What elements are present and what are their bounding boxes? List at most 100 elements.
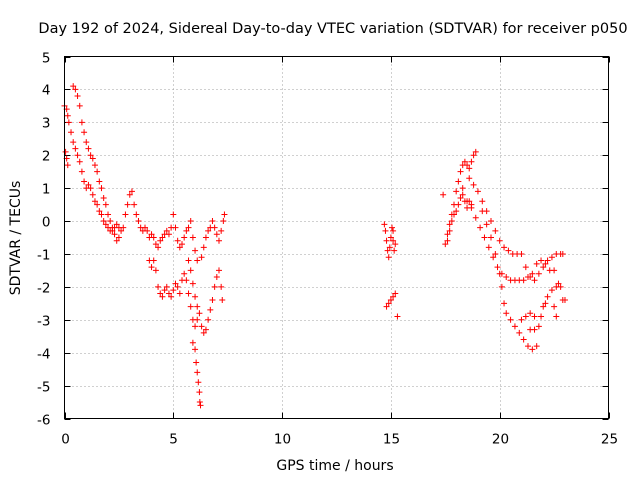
data-point bbox=[529, 346, 536, 353]
data-point bbox=[474, 188, 481, 195]
data-point bbox=[194, 303, 201, 310]
data-point bbox=[548, 254, 555, 261]
data-point bbox=[174, 283, 181, 290]
data-point bbox=[459, 191, 466, 198]
data-point bbox=[192, 293, 199, 300]
data-point bbox=[457, 195, 464, 202]
y-tick-label: -4 bbox=[37, 347, 50, 363]
data-point bbox=[131, 201, 138, 208]
data-point bbox=[176, 290, 183, 297]
data-point bbox=[89, 155, 96, 162]
data-point bbox=[185, 224, 192, 231]
data-point bbox=[472, 214, 479, 221]
data-point bbox=[181, 270, 188, 277]
data-point bbox=[120, 224, 127, 231]
data-point bbox=[87, 185, 94, 192]
data-point bbox=[381, 221, 388, 228]
plot-frame bbox=[64, 56, 609, 419]
y-tick-label: -1 bbox=[37, 248, 50, 264]
data-point bbox=[470, 181, 477, 188]
data-point bbox=[98, 185, 105, 192]
data-point bbox=[387, 234, 394, 241]
data-point bbox=[459, 185, 466, 192]
data-point bbox=[542, 300, 549, 307]
data-point bbox=[392, 290, 399, 297]
data-point bbox=[113, 237, 120, 244]
data-point bbox=[390, 293, 397, 300]
data-point bbox=[152, 241, 159, 248]
data-point bbox=[531, 326, 538, 333]
data-point bbox=[466, 175, 473, 182]
data-point bbox=[94, 168, 101, 175]
data-point bbox=[72, 86, 79, 93]
y-tick-label: 0 bbox=[42, 215, 51, 231]
data-point bbox=[78, 168, 85, 175]
data-point bbox=[470, 152, 477, 159]
data-point bbox=[192, 323, 199, 330]
y-tick-label: 5 bbox=[42, 51, 51, 67]
data-point bbox=[215, 237, 222, 244]
data-point bbox=[94, 201, 101, 208]
x-tick-label: 25 bbox=[601, 432, 618, 448]
data-point bbox=[163, 227, 170, 234]
data-point bbox=[457, 168, 464, 175]
data-point bbox=[133, 211, 140, 218]
data-point bbox=[70, 83, 77, 90]
data-point bbox=[444, 231, 451, 238]
data-point bbox=[220, 218, 227, 225]
data-point bbox=[176, 244, 183, 251]
data-point bbox=[187, 303, 194, 310]
data-point bbox=[209, 218, 216, 225]
chart-title: Day 192 of 2024, Sidereal Day-to-day VTE… bbox=[38, 21, 627, 37]
data-series bbox=[61, 102, 228, 264]
data-point bbox=[477, 224, 484, 231]
data-point bbox=[109, 224, 116, 231]
data-point bbox=[76, 102, 83, 109]
data-point bbox=[527, 310, 534, 317]
data-point bbox=[382, 227, 389, 234]
data-point bbox=[198, 254, 205, 261]
data-point bbox=[91, 198, 98, 205]
data-series bbox=[381, 221, 401, 320]
data-point bbox=[142, 224, 149, 231]
data-point bbox=[170, 287, 177, 294]
data-point bbox=[487, 234, 494, 241]
data-point bbox=[557, 283, 564, 290]
data-point bbox=[548, 287, 555, 294]
y-tick-label: 1 bbox=[42, 182, 51, 198]
data-point bbox=[189, 234, 196, 241]
data-series bbox=[459, 185, 558, 284]
data-point bbox=[464, 162, 471, 169]
data-point bbox=[529, 270, 536, 277]
data-point bbox=[384, 247, 391, 254]
data-point bbox=[496, 237, 503, 244]
data-point bbox=[172, 224, 179, 231]
y-tick-label: -3 bbox=[37, 314, 50, 330]
grid-lines bbox=[64, 56, 609, 419]
data-point bbox=[466, 165, 473, 172]
data-point bbox=[453, 208, 460, 215]
data-point bbox=[62, 148, 69, 155]
data-point bbox=[496, 270, 503, 277]
data-point bbox=[74, 152, 81, 159]
data-point bbox=[198, 323, 205, 330]
data-point bbox=[194, 257, 201, 264]
data-point bbox=[461, 158, 468, 165]
y-tick-label: 3 bbox=[42, 116, 51, 132]
data-point bbox=[200, 329, 207, 336]
y-tick-label: 4 bbox=[42, 83, 51, 99]
data-point bbox=[383, 237, 390, 244]
data-point bbox=[159, 293, 166, 300]
data-point bbox=[388, 224, 395, 231]
data-point bbox=[185, 257, 192, 264]
x-tick-label: 0 bbox=[61, 432, 70, 448]
data-point bbox=[126, 191, 133, 198]
data-point bbox=[531, 313, 538, 320]
data-point bbox=[159, 234, 166, 241]
data-point bbox=[113, 221, 120, 228]
data-point bbox=[168, 293, 175, 300]
data-point bbox=[207, 306, 214, 313]
data-point bbox=[76, 158, 83, 165]
data-point bbox=[179, 241, 186, 248]
data-point bbox=[72, 145, 79, 152]
